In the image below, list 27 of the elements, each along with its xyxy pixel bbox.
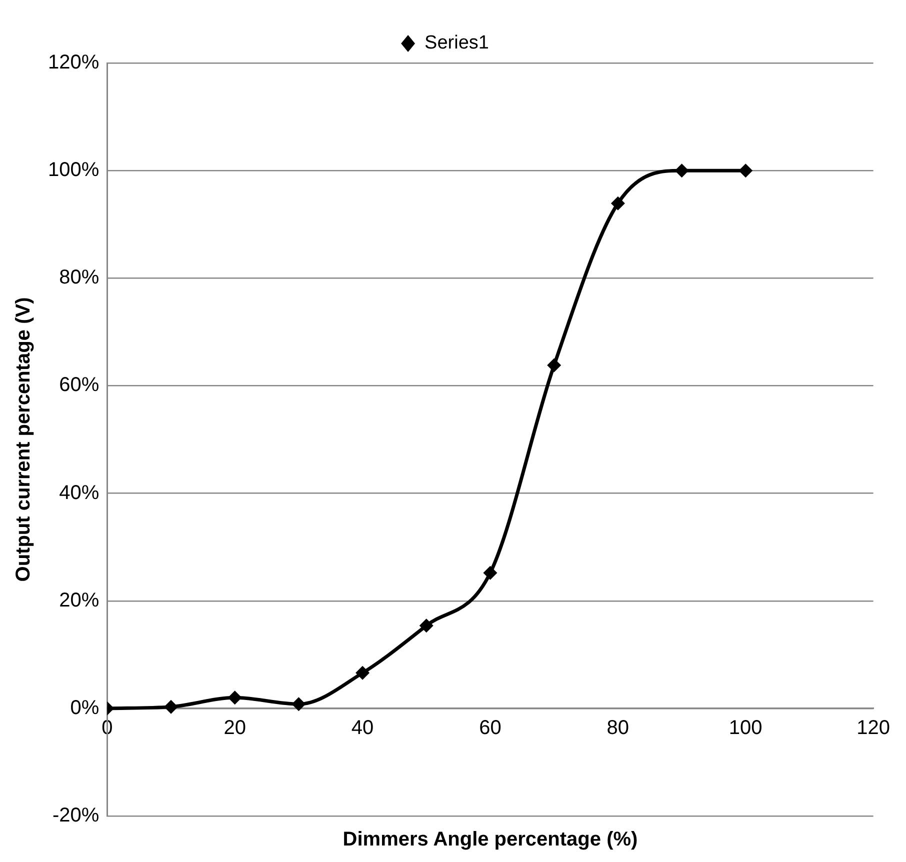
point [228,690,242,705]
y-tick-label: 20% [59,589,100,612]
legend-label: Series1 [424,32,489,54]
point [164,700,178,714]
point [356,666,370,680]
y-axis-title: Output current percentage (V) [12,297,35,582]
y-tick-label: 100% [48,159,100,182]
y-tick-label: 60% [59,374,100,396]
y-tick-label: -20% [52,804,100,827]
point [547,358,562,372]
y-tick-label: 80% [59,266,100,289]
x-tick-label: 40 [351,716,374,739]
x-tick-label: 120 [856,716,890,739]
y-tick-label: 40% [59,482,100,504]
x-tick-label: 100 [728,716,762,739]
x-tick-label: 60 [479,716,502,739]
point [738,164,753,178]
y-tick-label: 120% [48,52,100,74]
x-tick-label: 80 [606,716,630,739]
x-tick-label: 20 [224,716,246,739]
point [674,164,689,178]
point [292,697,306,712]
point [610,196,625,210]
point [419,618,434,633]
y-tick-label: 0% [70,696,100,719]
x-axis-title: Dimmers Angle percentage (%) [342,828,638,851]
point [483,566,498,580]
